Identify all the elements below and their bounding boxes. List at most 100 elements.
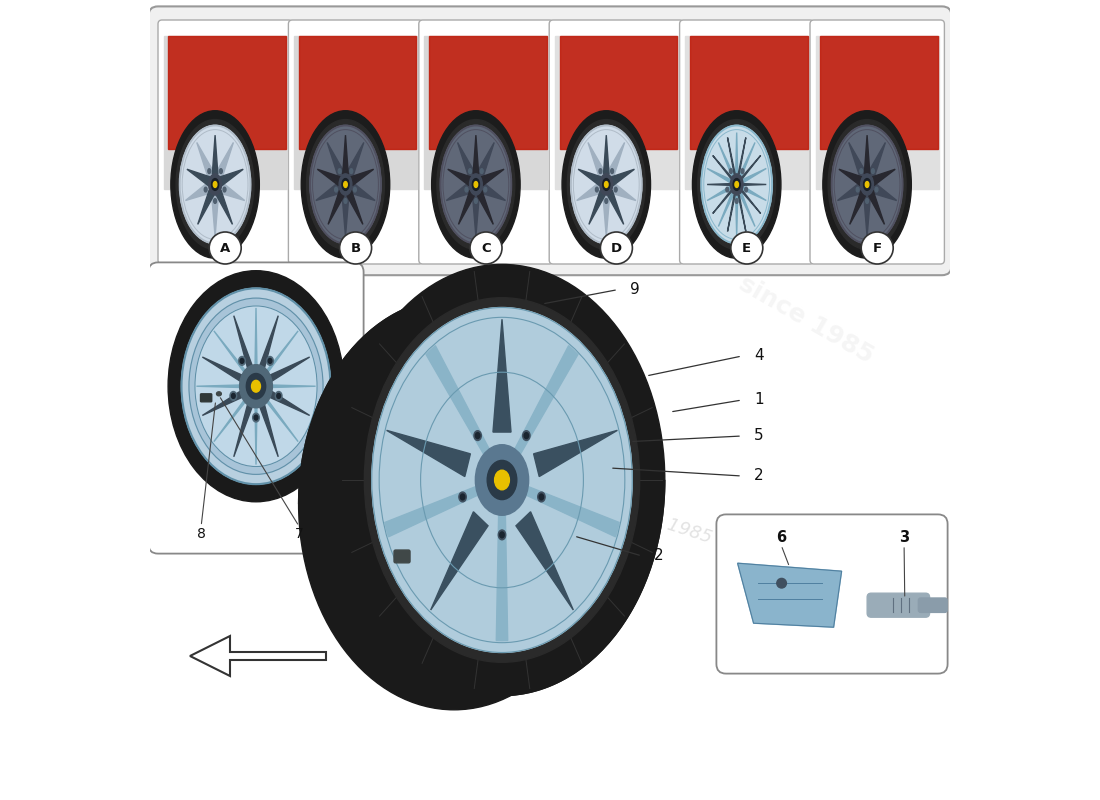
Ellipse shape: [298, 298, 609, 710]
Polygon shape: [458, 142, 477, 186]
Polygon shape: [474, 142, 494, 186]
Polygon shape: [299, 36, 417, 149]
Text: 8: 8: [197, 527, 206, 542]
FancyBboxPatch shape: [288, 20, 422, 264]
Ellipse shape: [195, 306, 317, 466]
Polygon shape: [260, 316, 278, 370]
Polygon shape: [198, 190, 213, 224]
Text: since 1985: since 1985: [735, 272, 878, 368]
FancyBboxPatch shape: [680, 20, 814, 264]
Ellipse shape: [603, 178, 609, 190]
Ellipse shape: [301, 110, 389, 258]
Polygon shape: [343, 142, 364, 186]
Ellipse shape: [692, 110, 781, 258]
Polygon shape: [588, 142, 608, 186]
Polygon shape: [351, 170, 374, 186]
FancyBboxPatch shape: [148, 262, 364, 554]
Bar: [294, 36, 417, 189]
Polygon shape: [866, 142, 886, 186]
Ellipse shape: [339, 264, 664, 696]
FancyBboxPatch shape: [716, 514, 947, 674]
Text: 4: 4: [754, 349, 763, 363]
Ellipse shape: [353, 187, 356, 192]
Ellipse shape: [459, 492, 466, 502]
Polygon shape: [197, 142, 217, 186]
Ellipse shape: [275, 391, 282, 400]
Polygon shape: [742, 155, 760, 178]
Polygon shape: [837, 179, 866, 201]
Polygon shape: [448, 170, 471, 186]
Polygon shape: [496, 507, 508, 641]
Polygon shape: [213, 396, 249, 442]
Polygon shape: [588, 190, 605, 224]
Polygon shape: [346, 179, 375, 201]
Text: 1: 1: [754, 393, 763, 407]
Ellipse shape: [823, 110, 911, 258]
Polygon shape: [459, 190, 474, 224]
Ellipse shape: [220, 169, 222, 174]
Ellipse shape: [168, 270, 344, 502]
Ellipse shape: [339, 174, 352, 195]
Ellipse shape: [539, 494, 543, 500]
Polygon shape: [707, 185, 733, 201]
Ellipse shape: [605, 182, 608, 187]
Ellipse shape: [440, 126, 512, 243]
Ellipse shape: [253, 413, 260, 422]
Circle shape: [340, 232, 372, 264]
Ellipse shape: [350, 169, 353, 174]
Polygon shape: [738, 142, 755, 179]
Ellipse shape: [266, 357, 274, 366]
Ellipse shape: [741, 169, 744, 174]
Ellipse shape: [179, 126, 251, 243]
Polygon shape: [713, 155, 732, 178]
Polygon shape: [560, 36, 678, 149]
FancyBboxPatch shape: [549, 20, 683, 264]
Ellipse shape: [344, 198, 346, 203]
Text: EU: EU: [265, 382, 515, 546]
Ellipse shape: [571, 126, 641, 243]
Circle shape: [601, 232, 632, 264]
Ellipse shape: [610, 169, 614, 174]
Polygon shape: [849, 190, 866, 224]
Ellipse shape: [524, 433, 529, 438]
Polygon shape: [264, 331, 298, 376]
Ellipse shape: [702, 126, 772, 243]
Polygon shape: [298, 298, 664, 695]
Polygon shape: [211, 188, 219, 236]
Circle shape: [730, 232, 762, 264]
Ellipse shape: [268, 358, 272, 363]
Polygon shape: [718, 142, 735, 179]
Polygon shape: [864, 188, 871, 236]
Ellipse shape: [495, 470, 509, 490]
Ellipse shape: [338, 169, 341, 174]
Text: 7: 7: [295, 527, 304, 542]
Ellipse shape: [182, 288, 330, 484]
Ellipse shape: [730, 174, 744, 195]
Ellipse shape: [211, 178, 219, 190]
Polygon shape: [821, 36, 938, 149]
Ellipse shape: [461, 494, 465, 500]
Polygon shape: [426, 346, 493, 461]
Ellipse shape: [586, 188, 594, 201]
Ellipse shape: [876, 187, 878, 192]
Polygon shape: [346, 190, 363, 224]
Bar: [425, 36, 548, 189]
Ellipse shape: [864, 178, 870, 190]
Polygon shape: [839, 170, 862, 186]
Ellipse shape: [832, 126, 902, 243]
Polygon shape: [534, 430, 617, 477]
Polygon shape: [603, 188, 611, 236]
Polygon shape: [869, 190, 884, 224]
Text: 9: 9: [630, 282, 640, 297]
Polygon shape: [604, 135, 609, 174]
Ellipse shape: [726, 187, 728, 192]
Ellipse shape: [334, 187, 338, 192]
Bar: [164, 36, 287, 189]
Ellipse shape: [342, 178, 349, 190]
Text: 6: 6: [777, 530, 786, 546]
Polygon shape: [477, 179, 506, 201]
Polygon shape: [197, 385, 244, 388]
Polygon shape: [512, 346, 578, 461]
Ellipse shape: [170, 110, 260, 258]
Ellipse shape: [735, 198, 738, 203]
